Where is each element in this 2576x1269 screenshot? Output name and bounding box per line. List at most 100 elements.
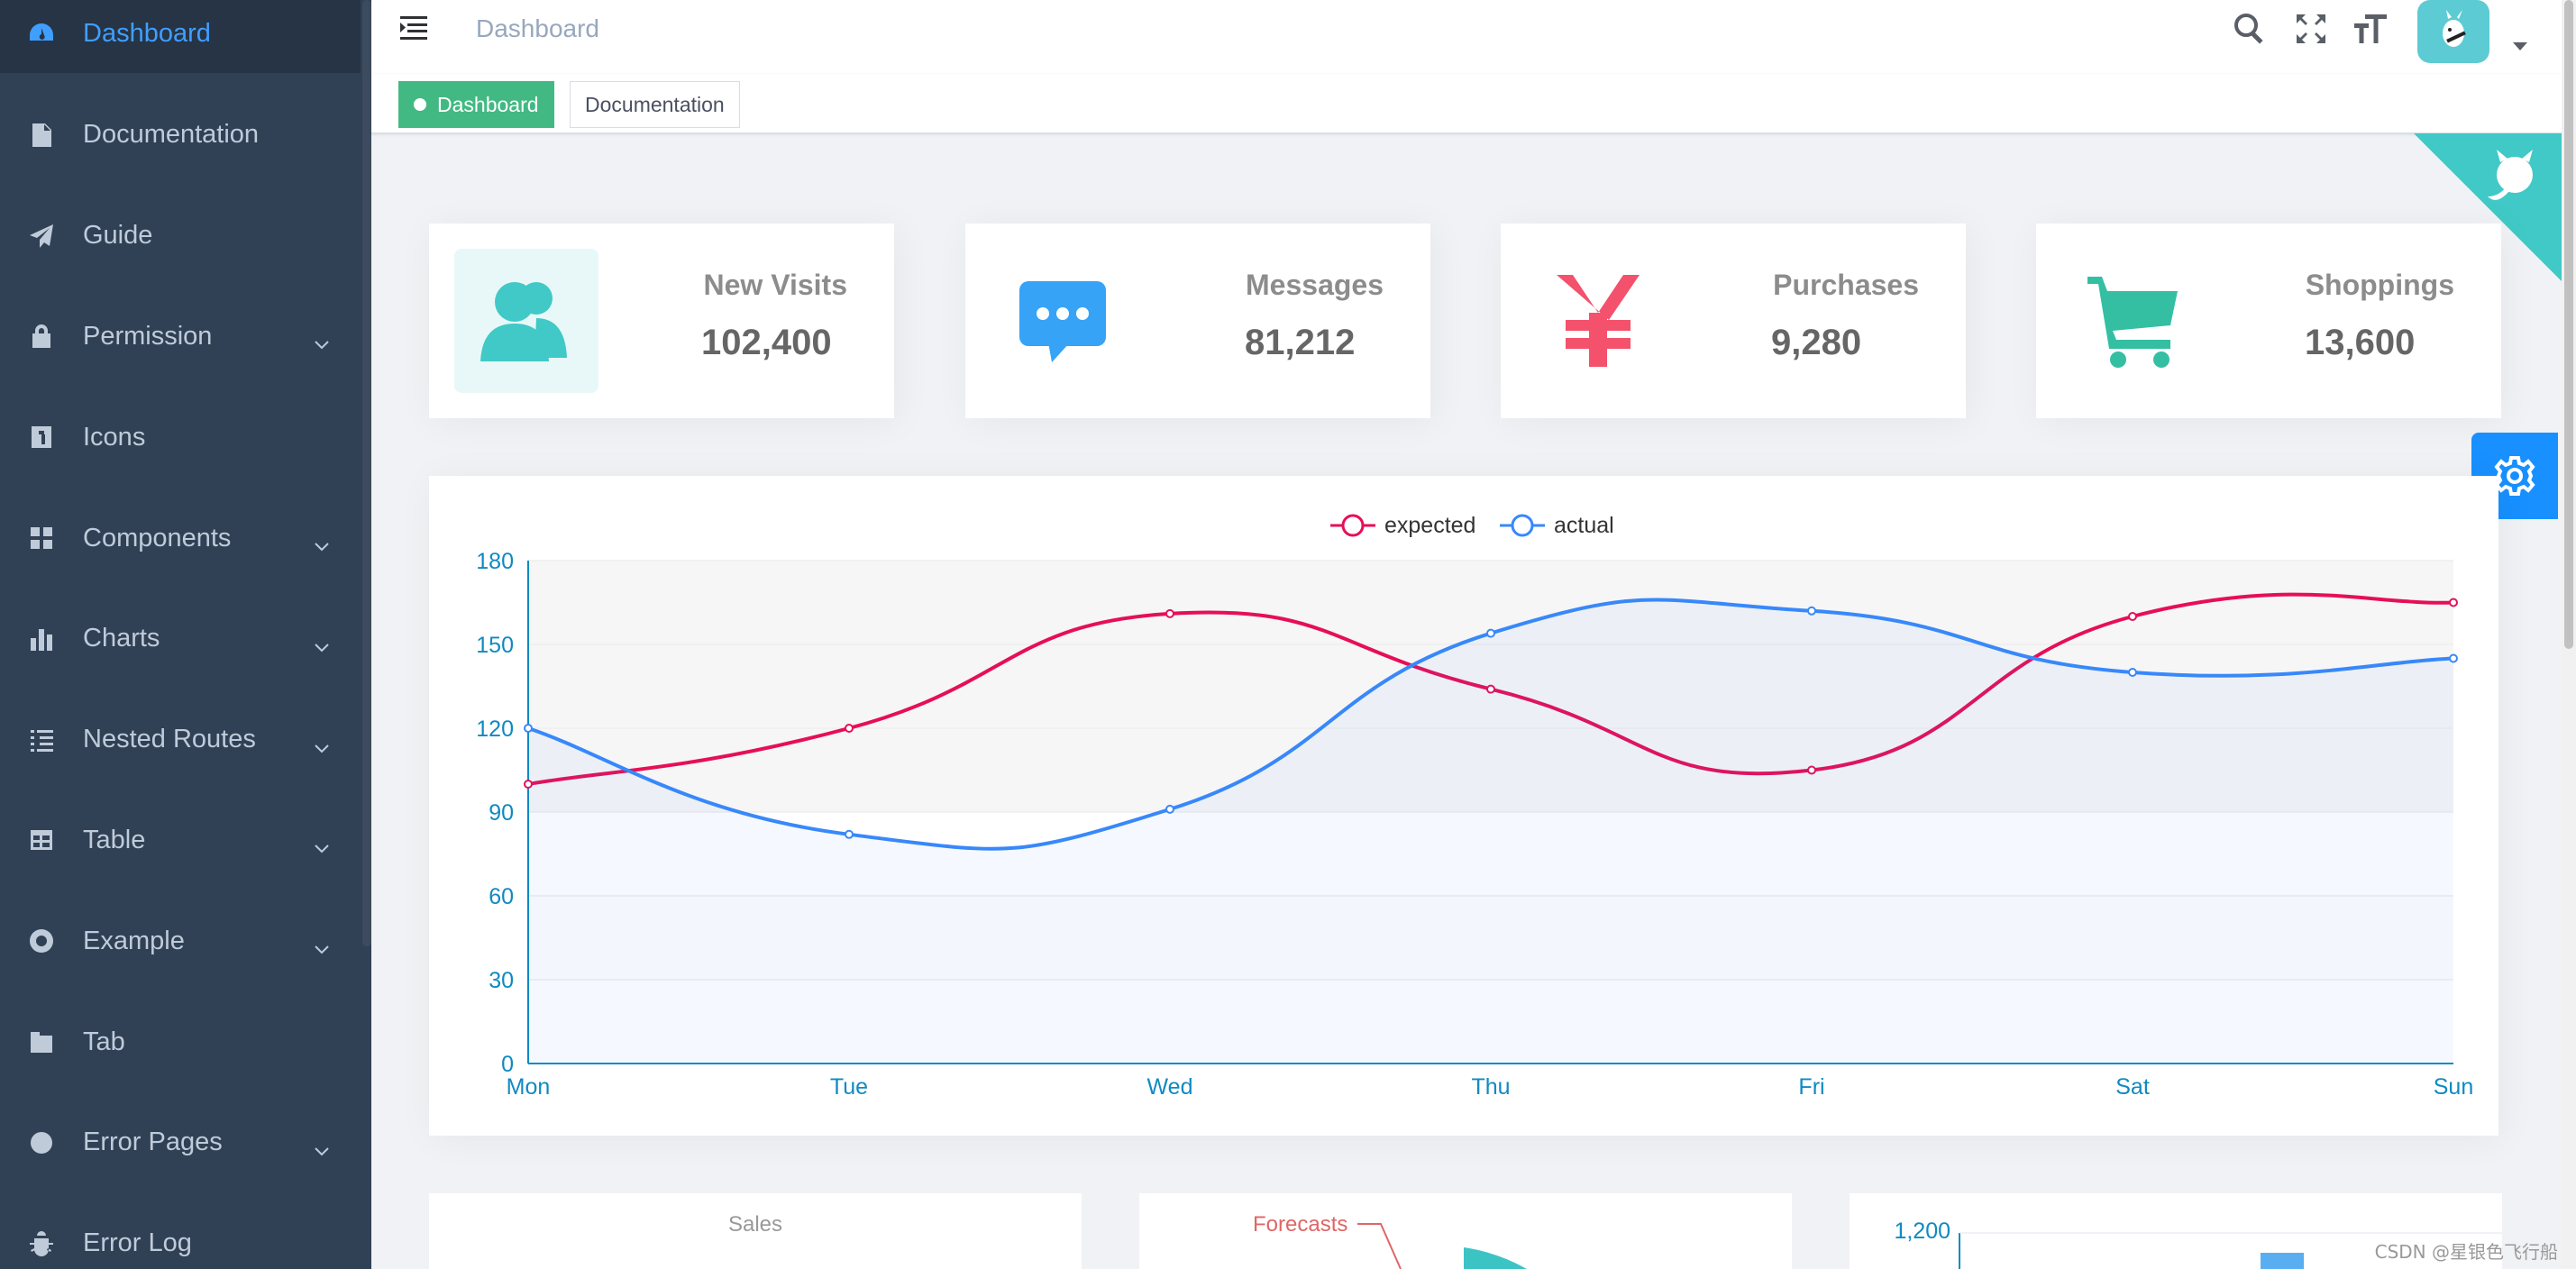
sidebar-item-icons[interactable]: Icons — [0, 397, 361, 478]
tag-dashboard[interactable]: Dashboard — [398, 81, 554, 128]
x-tick-label: Mon — [507, 1074, 551, 1100]
chevron-down-icon — [314, 1135, 329, 1156]
sidebar-item-error-log[interactable]: Error Log — [0, 1203, 361, 1269]
yen-icon — [1526, 249, 1670, 393]
paper-plane-icon — [27, 222, 56, 251]
sidebar-item-nested-routes[interactable]: Nested Routes — [0, 699, 361, 781]
sidebar-item-guide[interactable]: Guide — [0, 196, 361, 277]
chevron-down-icon[interactable] — [2511, 40, 2529, 52]
data-point-expected — [1807, 765, 1816, 775]
legend-item-expected[interactable]: expected — [1330, 513, 1475, 538]
icon-icon — [27, 423, 56, 452]
sidebar-item-label: Example — [83, 926, 185, 955]
chevron-down-icon — [314, 832, 329, 854]
bar-chart-card: 1,200 — [1850, 1193, 2502, 1269]
y-tick-label: 180 — [476, 549, 514, 574]
legend-item-actual[interactable]: actual — [1500, 513, 1614, 538]
panel-label: New Visits — [703, 269, 847, 301]
sidebar-item-dashboard[interactable]: Dashboard — [0, 0, 361, 73]
sidebar-item-error-pages[interactable]: Error Pages — [0, 1102, 361, 1183]
panel-new-visits[interactable]: New Visits 102,400 — [429, 224, 894, 418]
sidebar-item-table[interactable]: Table — [0, 799, 361, 881]
panel-messages[interactable]: Messages 81,212 — [965, 224, 1430, 418]
x-tick-label: Tue — [830, 1074, 868, 1100]
page-scrollbar[interactable] — [2562, 0, 2576, 1269]
bar — [2261, 1253, 2304, 1269]
data-point-expected — [845, 724, 854, 733]
gear-icon — [2494, 456, 2535, 496]
message-icon — [991, 249, 1135, 393]
tags-view: Dashboard Documentation — [371, 74, 2562, 133]
bar-chart-icon — [27, 625, 56, 653]
panel-value: 9,280 — [1771, 323, 1862, 362]
y-tick-label: 60 — [489, 884, 514, 909]
pie-label-forecasts: Forecasts — [1253, 1212, 1347, 1237]
data-point-actual — [1486, 628, 1495, 638]
data-point-expected — [2128, 612, 2137, 621]
chevron-down-icon — [314, 631, 329, 653]
sidebar-item-example[interactable]: Example — [0, 900, 361, 981]
404-icon — [27, 1128, 56, 1157]
lifebuoy-icon — [27, 927, 56, 955]
y-tick-label: 30 — [489, 968, 514, 993]
nested-list-icon — [27, 726, 56, 754]
grid-icon — [27, 524, 56, 552]
sales-chart-card: Sales — [429, 1193, 1082, 1269]
sidebar-item-label: Guide — [83, 221, 153, 251]
series-area-actual — [528, 599, 2453, 1064]
y-tick-label: 90 — [489, 800, 514, 826]
pie-slice — [1464, 1247, 1527, 1269]
line-chart: 0 30 60 90 120 150 180 Mon Tue Wed Thu Fri Sat Sun exp… — [476, 513, 2473, 1100]
github-corner[interactable] — [2414, 133, 2562, 281]
data-point-actual — [2449, 653, 2458, 663]
data-point-expected — [524, 780, 533, 789]
sidebar-scrollbar[interactable] — [362, 0, 371, 946]
shopping-cart-icon — [2061, 249, 2206, 393]
data-point-expected — [1486, 684, 1495, 694]
panel-purchases[interactable]: Purchases 9,280 — [1501, 224, 1966, 418]
y-tick-label: 150 — [476, 633, 514, 658]
font-size-icon[interactable] — [2351, 9, 2390, 49]
tag-documentation[interactable]: Documentation — [570, 81, 740, 128]
sidebar-item-label: Documentation — [83, 120, 260, 150]
legend-label: actual — [1554, 513, 1614, 538]
sidebar-item-permission[interactable]: Permission — [0, 296, 361, 377]
split-area — [528, 896, 2453, 980]
dashboard-icon — [27, 19, 56, 48]
sidebar-item-label: Icons — [83, 422, 146, 452]
data-point-actual — [1807, 606, 1816, 616]
avatar[interactable] — [2417, 0, 2489, 63]
table-icon — [27, 826, 56, 854]
sidebar-item-label: Dashboard — [83, 18, 211, 48]
search-icon[interactable] — [2230, 9, 2270, 49]
hamburger-toggle-icon[interactable] — [398, 13, 431, 41]
data-point-actual — [845, 829, 854, 839]
active-dot-icon — [414, 98, 426, 111]
lock-icon — [27, 322, 56, 351]
chevron-down-icon — [314, 328, 329, 350]
panel-shoppings[interactable]: Shoppings 13,600 — [2036, 224, 2501, 418]
bug-icon — [27, 1229, 56, 1258]
chevron-down-icon — [314, 933, 329, 954]
data-point-expected — [1165, 608, 1174, 618]
sidebar-item-documentation[interactable]: Documentation — [0, 95, 361, 176]
document-icon — [27, 121, 56, 150]
watermark: CSDN @星银色飞行船 — [2374, 1241, 2558, 1263]
x-tick-label: Sun — [2434, 1074, 2473, 1100]
y-tick-label: 120 — [476, 717, 514, 742]
panel-value: 102,400 — [701, 323, 832, 362]
breadcrumb[interactable]: Dashboard — [476, 14, 599, 42]
sidebar-item-label: Nested Routes — [83, 725, 256, 754]
data-point-actual — [2128, 668, 2137, 677]
sidebar-item-components[interactable]: Components — [0, 498, 361, 579]
sidebar-item-charts[interactable]: Charts — [0, 598, 361, 680]
panel-label: Purchases — [1773, 269, 1919, 301]
sidebar: Dashboard Documentation Guide Permission Ico… — [0, 0, 371, 1269]
x-tick-label: Fri — [1798, 1074, 1824, 1100]
legend-label: expected — [1384, 513, 1475, 538]
fullscreen-icon[interactable] — [2291, 9, 2331, 49]
tag-label: Dashboard — [437, 92, 539, 116]
x-tick-label: Sat — [2115, 1074, 2150, 1100]
sidebar-item-tab[interactable]: Tab — [0, 1001, 361, 1082]
sidebar-item-label: Components — [83, 523, 232, 552]
